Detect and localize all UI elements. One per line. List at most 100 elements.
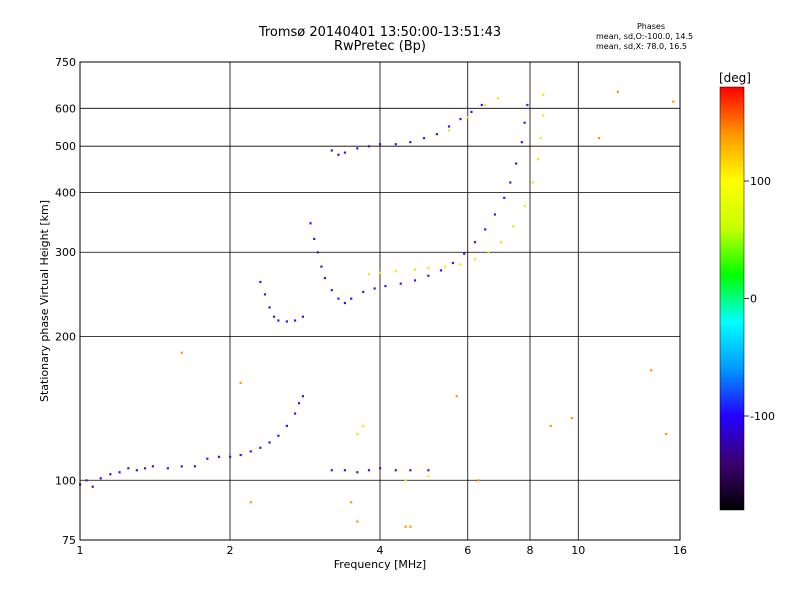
data-point-scattered (549, 424, 552, 428)
data-point-O (239, 453, 242, 457)
data-point-scattered (570, 416, 573, 420)
x-axis-label: Frequency [MHz] (334, 558, 426, 571)
data-point-O (285, 320, 288, 323)
data-point-O (451, 261, 455, 265)
data-point-X (427, 475, 430, 478)
data-point-O (217, 455, 221, 458)
data-point-O (99, 477, 102, 480)
data-point-O (493, 213, 497, 216)
data-point-O (356, 147, 359, 150)
data-point-O (409, 469, 412, 472)
data-point-scattered (597, 137, 601, 140)
data-point-O (343, 469, 347, 472)
phases-x-line: mean, sd,X: 78.0, 16.5 (596, 42, 687, 51)
data-point-O (259, 280, 262, 284)
y-tick-label: 750 (55, 56, 76, 69)
data-point-scattered (477, 479, 480, 482)
data-point-O (109, 473, 112, 476)
data-point-X (512, 225, 515, 228)
colorbar-tick-label: 100 (750, 175, 771, 188)
data-point-O (373, 287, 376, 290)
data-point-O (459, 117, 462, 121)
data-point-O (180, 465, 183, 468)
data-point-O (320, 265, 323, 268)
data-point-scattered (180, 351, 183, 354)
y-axis-label: Stationary phase Virtual Height [km] (38, 200, 51, 402)
data-point-O (316, 251, 319, 254)
data-point-O (439, 269, 443, 272)
data-point-O (259, 446, 262, 449)
data-point-O (509, 181, 512, 184)
data-point-X (473, 258, 477, 261)
data-point-O (268, 441, 271, 444)
y-tick-label: 400 (55, 186, 76, 199)
data-point-O (463, 252, 466, 255)
data-point-X (536, 158, 540, 161)
data-point-O (206, 457, 209, 460)
data-point-O (249, 450, 252, 453)
data-point-O (293, 319, 297, 322)
data-point-O (384, 284, 387, 288)
data-point-O (301, 395, 305, 398)
data-point-O (356, 471, 359, 474)
data-point-O (151, 465, 155, 468)
data-point-X (459, 263, 462, 266)
data-point-scattered (249, 501, 252, 504)
data-point-X (496, 97, 500, 100)
data-point-O (118, 471, 121, 474)
data-point-O (422, 137, 426, 140)
colorbar (719, 86, 745, 511)
data-point-X (394, 270, 397, 273)
data-point-O (272, 315, 276, 318)
data-point-O (263, 293, 267, 296)
colorbar-label: [deg] (719, 71, 751, 85)
data-point-O (135, 469, 138, 472)
y-tick-label: 200 (55, 330, 76, 343)
data-point-X (500, 241, 503, 244)
data-point-O (85, 479, 88, 482)
data-point-X (367, 273, 371, 276)
data-point-O (367, 145, 371, 148)
colorbar-tick-label: 0 (750, 293, 757, 306)
data-point-O (337, 297, 340, 300)
data-point-O (480, 103, 483, 107)
data-point-X (487, 251, 490, 254)
colorbar-ticks: 100 0 -100 (744, 175, 775, 423)
data-point-O (526, 103, 529, 107)
data-point-X (466, 116, 469, 119)
phases-legend: Phases mean, sd,O:-100.0, 14.5 mean, sd,… (596, 22, 706, 52)
data-point-O (323, 276, 327, 280)
data-point-O (285, 424, 288, 428)
data-point-X (539, 137, 542, 140)
data-point-X (484, 103, 487, 107)
data-point-O (330, 469, 333, 472)
data-point-O (447, 125, 451, 128)
data-point-O (379, 143, 382, 146)
x-tick-label: 16 (673, 544, 687, 557)
data-point-O (484, 228, 487, 231)
title-line-1: Tromsø 20140401 13:50:00-13:51:43 (258, 25, 502, 40)
data-point-scattered (350, 501, 353, 504)
data-point-scattered (356, 520, 359, 523)
data-points (79, 90, 675, 528)
x-tick-label: 8 (527, 544, 534, 557)
data-point-X (379, 271, 382, 274)
phases-heading: Phases (636, 22, 666, 31)
data-point-O (503, 196, 506, 199)
data-point-O (523, 121, 526, 124)
y-tick-label: 75 (62, 534, 76, 547)
data-point-O (515, 162, 518, 165)
plot-frame (79, 61, 681, 541)
y-tick-label: 500 (55, 140, 76, 153)
data-point-X (362, 424, 365, 428)
data-point-O (473, 241, 477, 244)
data-point-O (277, 319, 280, 322)
data-point-scattered (672, 100, 675, 103)
data-point-O (470, 110, 473, 114)
data-point-X (404, 479, 407, 482)
data-point-O (268, 306, 271, 309)
phases-o-line: mean, sd,O:-100.0, 14.5 (596, 32, 694, 41)
data-point-O (427, 469, 430, 472)
x-axis-ticks: 1 2 4 6 8 10 16 (77, 544, 688, 557)
data-point-X (523, 204, 526, 208)
